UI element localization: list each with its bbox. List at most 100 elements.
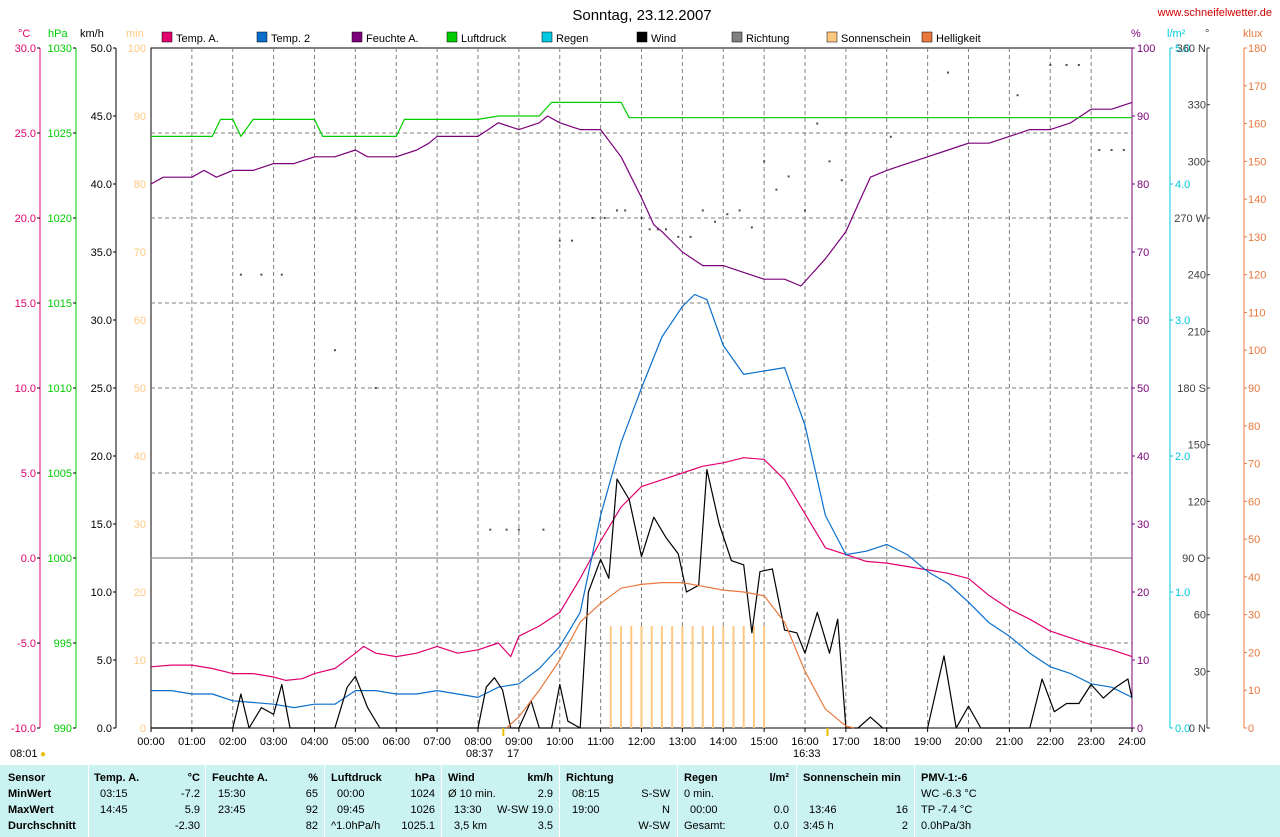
stats-sensor-header: Sensor [8, 772, 46, 784]
stats-row-min: MinWert [8, 788, 52, 800]
sunrise-label-2: 17 [507, 748, 519, 760]
x-tick-label: 23:00 [1077, 736, 1105, 748]
unit-humidity: % [1131, 28, 1141, 40]
direction-dot [615, 209, 618, 212]
x-axis-labels: 00:00 01:00 02:00 03:00 04:00 05:00 06:00 07:00… [137, 728, 1146, 748]
stats-sun-count: 2 [901, 820, 908, 832]
stats-wind-min-label: Ø 10 min. [448, 788, 496, 800]
x-tick-label: 04:00 [301, 736, 329, 748]
temp-axis-tick-label: 10.0 [15, 383, 36, 395]
sunshine-tick-label: 90 [134, 111, 146, 123]
lux-axis-tick-label: 170 [1248, 81, 1266, 93]
direction-dot [1110, 149, 1113, 151]
direction-dot [542, 528, 545, 531]
direction-dot [333, 349, 336, 352]
rain-axis-tick-label: 5.0 [1175, 43, 1190, 55]
lux-axis-tick-label: 0 [1248, 723, 1254, 735]
legend-swatch [921, 31, 933, 43]
wind-axis-tick-label: 40.0 [91, 179, 112, 191]
x-tick-label: 17:00 [832, 736, 860, 748]
humidity-axis-tick-label: 80 [1137, 179, 1149, 191]
direction-dot [804, 209, 806, 212]
series-luftdruck [151, 101, 1132, 137]
pressure-axis-tick-label: 1000 [48, 553, 72, 565]
direction-dot [947, 71, 950, 74]
x-tick-label: 12:00 [628, 736, 656, 748]
sunshine-tick-label: 40 [134, 451, 146, 463]
legend-label: Temp. A. [176, 33, 219, 45]
direction-axis-tick-label: 150 [1188, 440, 1206, 452]
stats-pmv-windchill: WC -6.3 °C [921, 788, 977, 800]
humidity-axis-tick-label: 20 [1137, 587, 1149, 599]
wind-axis-tick-label: 35.0 [91, 247, 112, 259]
grid [150, 47, 1133, 729]
stats-humidity-column: Feuchte A. % 15:30 65 23:45 92 82 [212, 765, 318, 837]
direction-dot [591, 217, 594, 219]
stats-pmv-dewpoint: TP -7.4 °C [921, 804, 973, 816]
stats-humidity-max: 92 [305, 804, 318, 816]
rain-axis-tick-label: 1.0 [1175, 587, 1190, 599]
temp-axis-tick-label: 5.0 [21, 468, 36, 480]
legend-label: Richtung [746, 33, 789, 45]
x-tick-label: 08:00 [464, 736, 492, 748]
stats-humidity-max-time: 23:45 [218, 804, 246, 816]
stats-humidity-min-time: 15:30 [218, 788, 246, 800]
x-tick-label: 18:00 [873, 736, 901, 748]
x-tick-label: 19:00 [914, 736, 942, 748]
x-tick-label: 05:00 [342, 736, 370, 748]
stats-wind-avg: 3.5 [537, 820, 553, 832]
x-tick-label: 00:00 [137, 736, 165, 748]
x-tick-label: 24:00 [1118, 736, 1146, 748]
stats-direction-header: Richtung [566, 772, 614, 784]
humidity-axis-tick-label: 30 [1137, 519, 1149, 531]
pressure-axis-tick-label: 1030 [48, 43, 72, 55]
lux-axis-tick-label: 40 [1248, 572, 1260, 584]
x-tick-label: 22:00 [1036, 736, 1064, 748]
stats-wind-distance: 3,5 km [454, 820, 488, 832]
direction-axis-tick-label: 330 [1188, 100, 1206, 112]
sunshine-bars [609, 626, 766, 728]
lux-axis-tick-label: 50 [1248, 534, 1260, 546]
direction-dot [640, 217, 643, 219]
sunshine-tick-label: 100 [128, 43, 146, 55]
series-wind [151, 469, 1133, 729]
stats-humidity-header: Feuchte A. [212, 772, 268, 784]
direction-dot [840, 179, 843, 182]
direction-dot [648, 228, 651, 231]
stats-wind-max-time: 13:30 [454, 804, 482, 816]
stats-pressure-trend: ^1.0hPa/h [331, 820, 381, 832]
stats-humidity-unit: % [308, 772, 318, 784]
stats-rain-max-time: 00:00 [690, 804, 718, 816]
direction-dot [505, 528, 508, 531]
direction-dot [239, 273, 242, 276]
axes: -10.0 -5.0 0.0 5.0 10.0 15.0 20.0 25.0 30.0 990 99… [11, 43, 1266, 735]
site-url: www.schneifelwetter.de [1157, 7, 1272, 19]
stats-pmv-header: PMV-1:-6 [921, 772, 968, 784]
stats-wind-column: Wind km/h Ø 10 min. 2.9 13:30 W-SW 19.0 … [448, 765, 553, 837]
direction-axis-tick-label: 180 S [1177, 383, 1206, 395]
stats-rain-max: 0.0 [773, 804, 789, 816]
stats-temp-header: Temp. A. [94, 772, 140, 784]
wind-axis-tick-label: 30.0 [91, 315, 112, 327]
pressure-axis-tick-label: 1015 [48, 298, 72, 310]
legend-label: Feuchte A. [366, 33, 419, 45]
humidity-axis-tick-label: 90 [1137, 111, 1149, 123]
stats-rain-column: Regen l/m² 0 min. 00:00 0.0 Gesamt: 0.0 [684, 765, 789, 837]
sunshine-tick-label: 80 [134, 179, 146, 191]
unit-rain: l/m² [1167, 28, 1186, 40]
stats-wind-min: 2.9 [537, 788, 553, 800]
direction-axis-tick-label: 210 [1188, 326, 1206, 338]
sunset-label: 16:33 [793, 748, 821, 760]
pressure-axis-tick-label: 995 [54, 638, 72, 650]
stats-humidity-min: 65 [305, 788, 318, 800]
stats-direction-column: Richtung 08:15 S-SW 19:00 N W-SW [566, 765, 670, 837]
legend-swatch [161, 31, 173, 43]
legend-swatch [446, 31, 458, 43]
humidity-axis-tick-label: 10 [1137, 655, 1149, 667]
stats-pressure-min: 1024 [410, 788, 435, 800]
direction-dot [489, 528, 492, 531]
direction-axis-tick-label: 270 W [1174, 213, 1206, 225]
x-tick-label: 16:00 [791, 736, 819, 748]
sun-icon: ● [40, 749, 46, 760]
direction-dot [280, 273, 283, 276]
